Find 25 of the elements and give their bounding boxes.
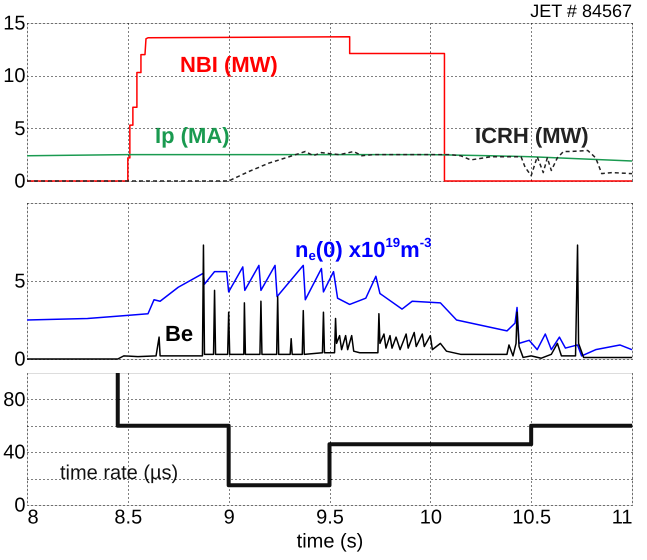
series-label: Be (165, 321, 194, 346)
line-series (26, 264, 633, 357)
x-tick-label: 8.5 (114, 506, 142, 528)
y-tick-label: 0 (14, 494, 26, 516)
y-tick-label: 80 (3, 388, 26, 411)
y-tick-label: 0 (14, 170, 26, 192)
y-tick-label: 15 (3, 12, 26, 34)
series-label: time rate (µs) (60, 462, 178, 484)
x-tick-label: 9.5 (316, 506, 344, 528)
y-tick-label: 10 (3, 65, 26, 88)
series-label: ICRH (MW) (475, 123, 589, 148)
x-tick-label: 8 (28, 506, 39, 528)
x-tick-label: 10 (420, 506, 442, 528)
series-label: NBI (MW) (180, 52, 278, 77)
y-tick-label: 5 (14, 270, 26, 292)
y-tick-label: 0 (14, 348, 26, 370)
x-tick-label: 11 (612, 506, 632, 528)
x-tick-label: 10.5 (512, 506, 552, 528)
x-axis-title: time (s) (296, 530, 364, 552)
y-tick-label: 40 (3, 442, 26, 464)
text: JET # 84567 (530, 1, 632, 21)
series-label: Ip (MA) (155, 123, 230, 148)
x-tick-label: 9 (224, 506, 235, 528)
line-series (26, 154, 633, 162)
y-tick-label: 5 (14, 118, 26, 140)
